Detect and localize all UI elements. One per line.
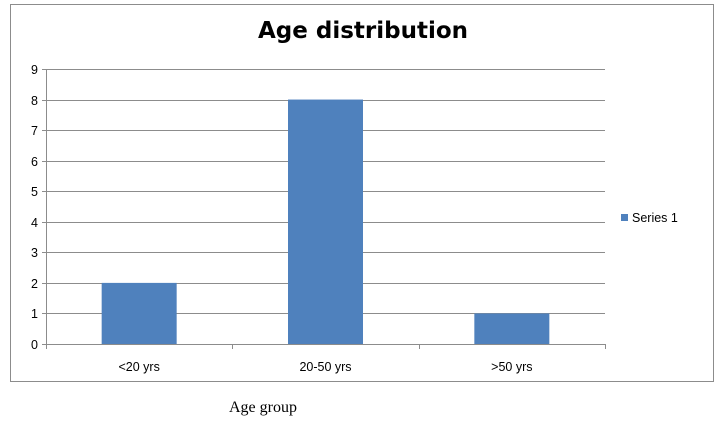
y-tick-label: 3 [31,246,38,260]
y-tick-label: 9 [31,63,38,77]
y-tick-label: 8 [31,94,38,108]
legend: Series 1 [621,211,678,225]
y-tick-label: 5 [31,185,38,199]
x-tick-label: >50 yrs [491,360,532,374]
chart-frame [10,4,714,382]
bar [474,313,550,344]
y-tick-label: 6 [31,155,38,169]
bar [101,282,177,344]
y-axis-ticks: 0 1 2 3 4 5 6 7 8 9 [31,63,38,352]
x-tick-label: 20-50 yrs [299,360,351,374]
bar [288,99,363,344]
legend-swatch [621,214,628,221]
y-tick-label: 7 [31,124,38,138]
bars [101,99,550,344]
y-tick-label: 1 [31,307,38,321]
y-tick-label: 0 [31,338,38,352]
legend-label: Series 1 [632,211,678,225]
y-tick-label: 4 [31,216,38,230]
x-tick-label: <20 yrs [118,360,159,374]
y-tick-label: 2 [31,277,38,291]
x-axis-title: Age group [229,399,297,416]
chart-title: Age distribution [258,18,468,44]
x-axis: <20 yrs 20-50 yrs >50 yrs [46,344,606,374]
